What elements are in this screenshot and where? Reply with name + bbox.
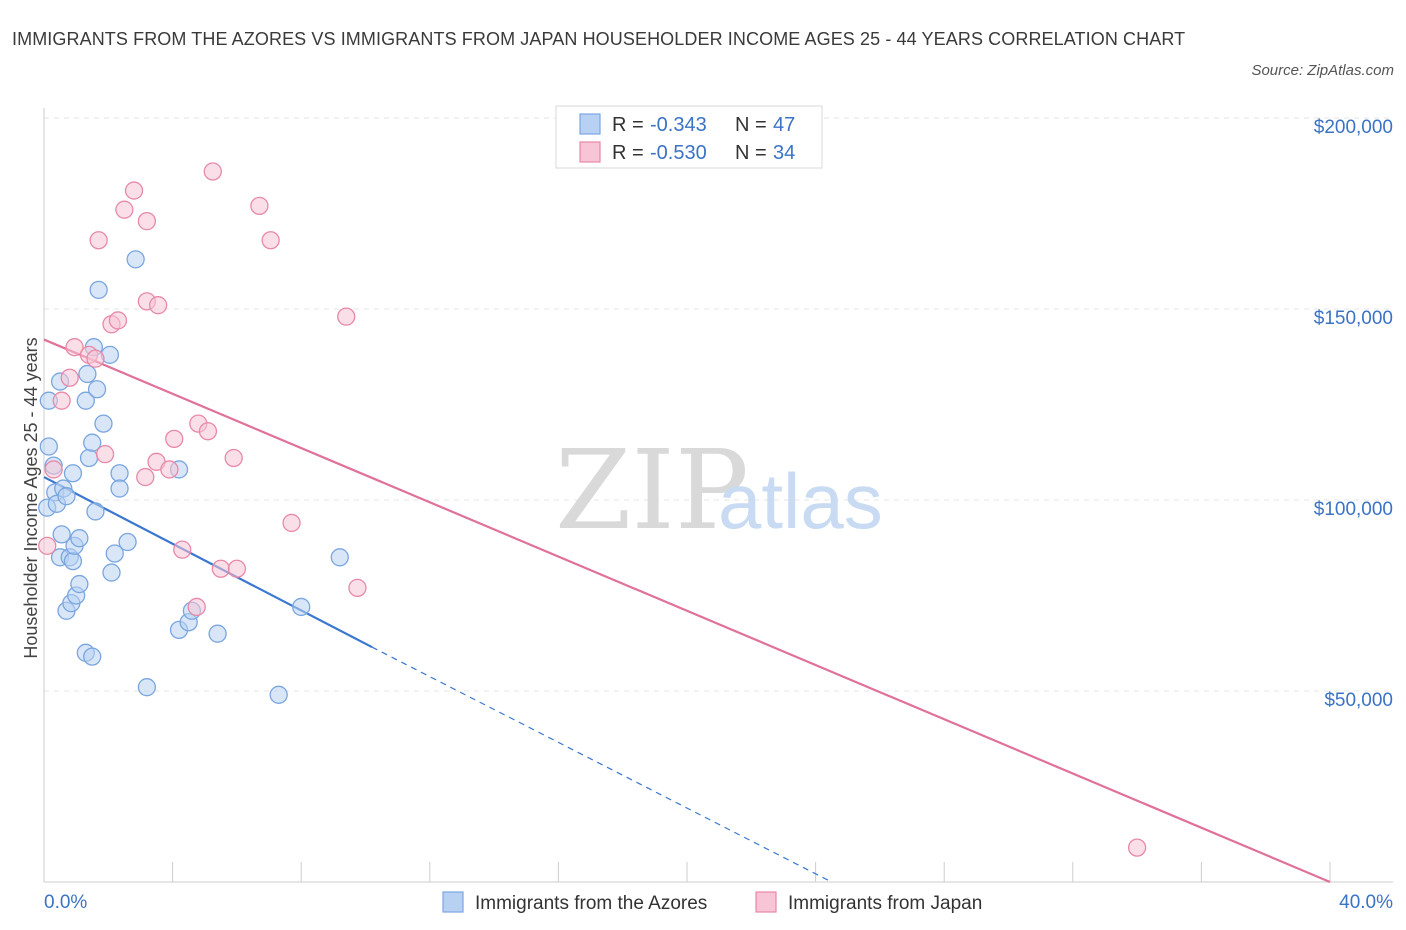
point-azores-14 <box>63 464 83 483</box>
y-axis-label: Householder Income Ages 25 - 44 years <box>21 337 41 658</box>
point-japan-32 <box>348 578 367 598</box>
y-tick-label-3: $50,000 <box>1324 690 1393 711</box>
point-azores-34 <box>110 464 129 483</box>
point-japan-29 <box>261 231 280 250</box>
chart-source: Source: ZipAtlas.com <box>1251 62 1394 79</box>
point-japan-14 <box>137 211 157 231</box>
trend-line-extension-0 <box>371 646 832 883</box>
trend-line-1 <box>43 338 1331 884</box>
point-azores-38 <box>137 678 157 697</box>
point-japan-12 <box>124 181 144 200</box>
point-japan-4 <box>65 338 84 357</box>
point-japan-17 <box>148 296 168 315</box>
point-japan-19 <box>165 429 184 449</box>
point-azores-18 <box>70 529 89 548</box>
point-japan-13 <box>136 467 155 487</box>
trend-line-0 <box>43 476 373 649</box>
y-tick-label-2: $100,000 <box>1314 499 1393 520</box>
point-japan-30 <box>282 513 301 533</box>
point-azores-15 <box>63 551 83 571</box>
point-japan-24 <box>203 162 222 181</box>
legend-n-value-azores: 47 <box>773 114 795 136</box>
point-azores-27 <box>86 502 105 521</box>
bottom-legend: Immigrants from the Azores Immigrants fr… <box>442 891 982 914</box>
legend-r-value-japan: -0.530 <box>650 142 707 164</box>
point-azores-44 <box>269 685 288 704</box>
watermark-atlas: atlas <box>718 457 883 545</box>
bottom-legend-swatch-japan <box>755 891 777 913</box>
watermark-zip: ZIP <box>555 426 749 554</box>
point-japan-7 <box>89 231 108 250</box>
point-azores-32 <box>102 563 121 582</box>
point-azores-21 <box>76 391 95 410</box>
point-japan-1 <box>44 460 63 479</box>
trend-lines <box>43 338 1331 884</box>
point-azores-29 <box>89 280 108 300</box>
point-japan-25 <box>211 559 230 578</box>
point-azores-45 <box>292 597 311 617</box>
point-azores-10 <box>57 487 76 506</box>
legend-swatch-azores <box>579 113 601 135</box>
legend-n-value-japan: 34 <box>773 142 795 164</box>
point-japan-18 <box>160 460 179 479</box>
point-japan-28 <box>250 196 269 216</box>
bottom-legend-label-japan: Immigrants from Japan <box>788 893 982 914</box>
grid-lines <box>44 117 1393 692</box>
point-azores-24 <box>83 647 102 666</box>
point-japan-10 <box>108 311 128 330</box>
y-tick-labels: $200,000 $150,000 $100,000 $50,000 <box>1314 117 1393 711</box>
data-points <box>38 162 1147 857</box>
y-tick-label-0: $200,000 <box>1314 117 1393 138</box>
point-japan-8 <box>95 445 115 464</box>
chart-title: IMMIGRANTS FROM THE AZORES VS IMMIGRANTS… <box>12 29 1186 49</box>
y-tick-label-1: $150,000 <box>1314 308 1393 329</box>
point-japan-0 <box>38 536 57 555</box>
x-tick-label-max: 40.0% <box>1339 892 1393 913</box>
point-azores-43 <box>208 624 227 643</box>
point-japan-6 <box>86 349 105 368</box>
bottom-legend-swatch-azores <box>442 891 464 913</box>
point-azores-23 <box>79 448 99 468</box>
legend-n-label-japan: N = <box>735 142 767 164</box>
axes <box>43 108 1393 883</box>
point-azores-33 <box>105 544 124 563</box>
point-japan-3 <box>60 368 79 387</box>
point-japan-31 <box>337 307 356 326</box>
point-japan-21 <box>187 597 206 617</box>
point-japan-33 <box>1127 838 1147 857</box>
point-japan-27 <box>227 559 247 578</box>
point-azores-46 <box>330 548 349 567</box>
point-japan-26 <box>224 448 243 468</box>
legend-r-value-azores: -0.343 <box>650 114 707 136</box>
point-azores-8 <box>52 525 71 544</box>
point-japan-20 <box>173 540 192 559</box>
point-japan-11 <box>115 200 134 219</box>
legend-r-label-azores: R = <box>612 114 644 136</box>
point-azores-2 <box>39 437 58 456</box>
point-azores-22 <box>78 364 97 384</box>
point-azores-36 <box>118 532 137 552</box>
point-japan-2 <box>52 391 71 410</box>
point-azores-35 <box>110 479 129 498</box>
legend-box: R = -0.343 N = 47 R = -0.530 N = 34 <box>555 105 823 169</box>
point-azores-25 <box>83 433 102 452</box>
point-azores-37 <box>126 250 145 269</box>
bottom-legend-label-azores: Immigrants from the Azores <box>475 893 707 914</box>
point-japan-23 <box>198 422 218 441</box>
watermark: ZIP atlas <box>555 426 883 554</box>
point-azores-30 <box>94 414 113 433</box>
legend-r-label-japan: R = <box>612 142 644 164</box>
x-tick-label-min: 0.0% <box>44 892 87 913</box>
legend-swatch-japan <box>579 141 601 163</box>
legend-n-label-azores: N = <box>735 114 767 136</box>
point-azores-19 <box>70 574 89 594</box>
point-azores-28 <box>87 380 107 399</box>
